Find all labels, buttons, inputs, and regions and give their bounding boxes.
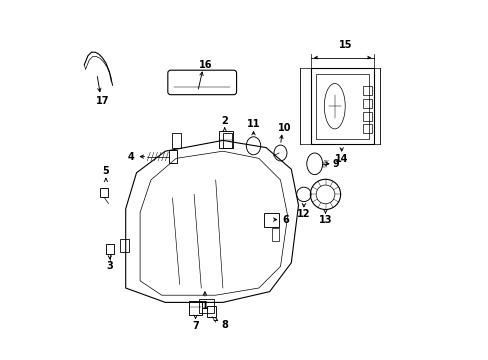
Bar: [219, 131, 232, 148]
Bar: [310, 68, 373, 144]
Text: 6: 6: [282, 215, 289, 225]
Bar: [101, 188, 107, 197]
Text: 11: 11: [246, 119, 260, 129]
Text: 4: 4: [127, 152, 134, 162]
Bar: [363, 86, 371, 95]
Text: 1: 1: [201, 301, 208, 311]
Bar: [120, 239, 129, 252]
Text: 9: 9: [332, 159, 339, 169]
Text: 10: 10: [278, 123, 291, 133]
Bar: [363, 124, 371, 133]
Text: 17: 17: [95, 96, 109, 106]
Bar: [316, 74, 368, 139]
Text: 13: 13: [318, 215, 331, 225]
Text: 16: 16: [199, 60, 212, 70]
Text: 15: 15: [339, 40, 352, 50]
Bar: [264, 213, 279, 227]
Text: 8: 8: [221, 320, 228, 330]
Bar: [363, 99, 371, 108]
Text: 5: 5: [102, 166, 109, 176]
Bar: [188, 301, 202, 315]
Bar: [363, 112, 371, 121]
Text: 12: 12: [297, 209, 310, 219]
Text: 7: 7: [192, 321, 199, 331]
Bar: [106, 244, 114, 254]
Text: 14: 14: [334, 154, 348, 164]
Bar: [168, 150, 177, 163]
Bar: [172, 133, 181, 148]
Bar: [223, 133, 231, 148]
Text: 3: 3: [106, 261, 113, 271]
Text: 2: 2: [221, 116, 227, 126]
Bar: [206, 306, 215, 317]
Bar: [272, 228, 278, 241]
Bar: [199, 299, 213, 313]
